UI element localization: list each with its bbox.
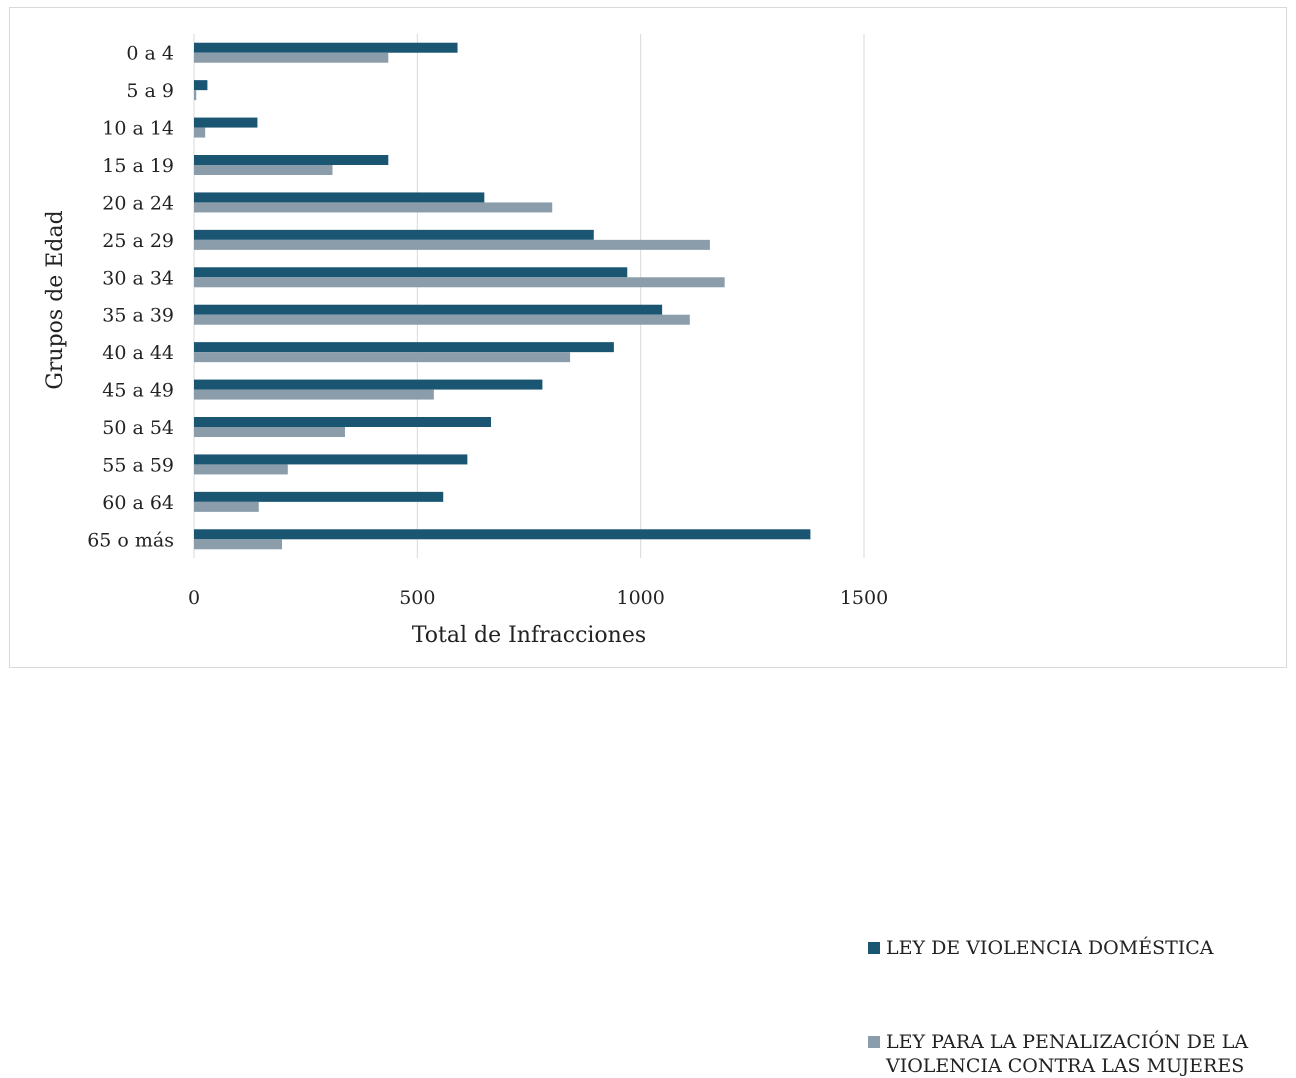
y-tick-label: 65 o más — [87, 529, 174, 551]
bar-series-2 — [194, 314, 690, 325]
bar-series-2 — [194, 464, 288, 475]
bar-series-1 — [194, 304, 663, 315]
chart-canvas: 0 500 1000 1500 0 a 4 5 a 9 10 a 14 15 a 19 20 a… — [9, 7, 1287, 668]
bar-series-1 — [194, 267, 628, 278]
bar-series-1 — [194, 491, 444, 502]
bar-series-1 — [194, 155, 389, 165]
bars — [194, 42, 811, 550]
bar-series-2 — [194, 239, 710, 250]
y-tick-label: 30 a 34 — [102, 267, 174, 289]
x-tick-label: 1000 — [616, 587, 664, 609]
y-tick-label: 50 a 54 — [102, 417, 174, 439]
y-tick-label: 10 a 14 — [102, 118, 174, 140]
y-tick-label: 5 a 9 — [126, 80, 174, 102]
legend-item-domestic-violence: LEY DE VIOLENCIA DOMÉSTICA — [868, 936, 1278, 960]
bar-series-1 — [194, 454, 468, 465]
y-tick-label: 25 a 29 — [102, 230, 174, 252]
bar-series-1 — [194, 417, 492, 427]
y-tick-label: 55 a 59 — [102, 454, 174, 476]
legend-label-violence-against-women: LEY PARA LA PENALIZACIÓN DE LA VIOLENCIA… — [886, 1031, 1249, 1077]
bar-series-1 — [194, 192, 485, 203]
bar-series-2 — [194, 90, 197, 101]
chart: 0 500 1000 1500 0 a 4 5 a 9 10 a 14 15 a 19 20 a… — [9, 7, 1287, 1077]
bar-series-2 — [194, 277, 725, 288]
bar-series-2 — [194, 389, 434, 400]
tick-labels: 0 500 1000 1500 0 a 4 5 a 9 10 a 14 15 a 19 20 a… — [87, 43, 888, 609]
bar-series-1 — [194, 229, 594, 240]
chart-border — [9, 7, 1287, 668]
bar-series-1 — [194, 117, 258, 128]
x-tick-label: 0 — [188, 587, 200, 609]
bar-series-2 — [194, 427, 345, 437]
y-tick-label: 40 a 44 — [102, 342, 174, 364]
bar-series-2 — [194, 501, 259, 512]
y-tick-label: 20 a 24 — [102, 192, 174, 214]
bar-series-1 — [194, 529, 811, 540]
legend-swatch-domestic-violence — [868, 942, 880, 954]
legend-label-domestic-violence: LEY DE VIOLENCIA DOMÉSTICA — [886, 937, 1214, 959]
bar-series-1 — [194, 379, 543, 390]
bar-series-2 — [194, 165, 333, 175]
x-axis-title: Total de Infracciones — [412, 623, 646, 648]
y-tick-label: 35 a 39 — [102, 305, 174, 327]
y-tick-label: 15 a 19 — [102, 155, 174, 177]
bar-series-2 — [194, 52, 389, 63]
bar-series-1 — [194, 342, 614, 353]
bar-series-2 — [194, 127, 206, 138]
bar-series-1 — [194, 42, 458, 53]
legend-swatch-violence-against-women — [868, 1036, 880, 1048]
y-axis-title: Grupos de Edad — [43, 210, 68, 389]
x-tick-label: 500 — [399, 587, 435, 609]
bar-series-2 — [194, 539, 282, 550]
bar-series-2 — [194, 202, 553, 213]
x-tick-label: 1500 — [840, 587, 888, 609]
legend-item-violence-against-women: LEY PARA LA PENALIZACIÓN DE LA VIOLENCIA… — [868, 1030, 1278, 1078]
y-tick-label: 60 a 64 — [102, 492, 174, 514]
y-tick-label: 0 a 4 — [126, 43, 174, 65]
y-tick-label: 45 a 49 — [102, 380, 174, 402]
bar-series-1 — [194, 80, 208, 91]
bar-series-2 — [194, 352, 571, 363]
